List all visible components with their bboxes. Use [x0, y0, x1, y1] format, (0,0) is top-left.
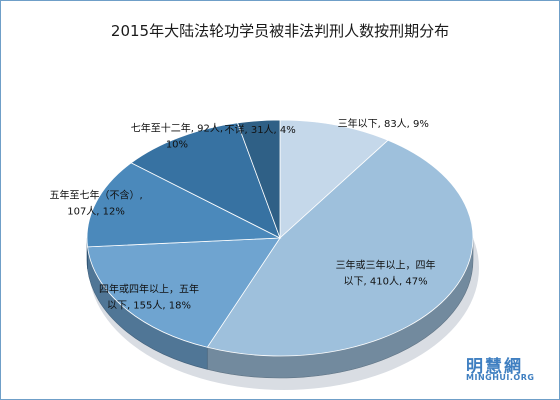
data-label-0-line-0: 三年以下, 83人, 9%	[338, 117, 429, 130]
data-label-3-line-1: 107人, 12%	[67, 205, 125, 217]
pie-slice-5	[236, 119, 281, 239]
watermark-logo: 明慧網	[466, 357, 523, 377]
pie-top	[86, 119, 474, 357]
pie-slice-0	[279, 119, 389, 239]
data-label-2-line-0: 四年或四年以上，五年	[99, 282, 199, 295]
pie-slice-2	[87, 237, 281, 348]
watermark-url: MINGHUI.ORG	[466, 373, 535, 382]
pie-slice-1	[206, 139, 474, 357]
data-label-1-line-0: 三年或三年以上，四年	[336, 258, 436, 271]
pie-slice-3	[86, 162, 282, 248]
data-label-2-line-1: 以下, 155人, 18%	[107, 299, 191, 311]
chart-title: 2015年大陆法轮功学员被非法判刑人数按刑期分布	[110, 22, 450, 40]
data-label-1-line-1: 以下, 410人, 47%	[344, 275, 428, 287]
data-label-5-line-0: 不详, 31人, 4%	[224, 123, 295, 136]
data-label-3-line-0: 五年至七年（不含）,	[49, 188, 142, 201]
pie-slice-4	[130, 122, 281, 239]
data-label-4-line-0: 七年至十二年, 92人,	[131, 121, 223, 134]
data-label-4-line-1: 10%	[166, 139, 188, 150]
